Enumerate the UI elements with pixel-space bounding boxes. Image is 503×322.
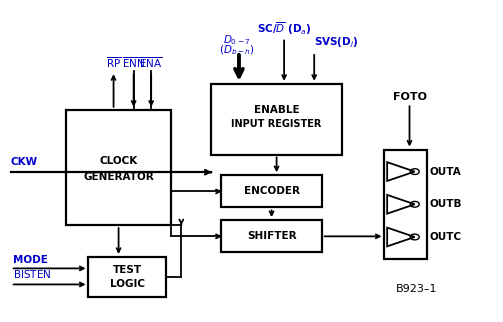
Text: OUTC: OUTC (430, 232, 462, 242)
Text: $D_{0-7}$: $D_{0-7}$ (223, 33, 250, 47)
Text: FOTO: FOTO (392, 92, 427, 102)
Text: INPUT REGISTER: INPUT REGISTER (231, 119, 322, 129)
FancyBboxPatch shape (211, 84, 342, 155)
Text: $(D_{b-h})$: $(D_{b-h})$ (219, 44, 254, 57)
Text: $\overline{\rm RP}$: $\overline{\rm RP}$ (106, 55, 121, 70)
Text: CKW: CKW (11, 157, 38, 167)
Text: $\overline{\rm ENA}$: $\overline{\rm ENA}$ (139, 55, 163, 70)
Text: GENERATOR: GENERATOR (83, 172, 154, 182)
Text: OUTA: OUTA (430, 166, 461, 176)
Text: SVS(D$_j$): SVS(D$_j$) (314, 36, 359, 50)
Text: ENABLE: ENABLE (254, 105, 299, 115)
Text: OUTB: OUTB (430, 199, 462, 209)
Text: B923–1: B923–1 (396, 284, 438, 294)
FancyBboxPatch shape (384, 150, 427, 259)
Text: LOGIC: LOGIC (110, 279, 145, 289)
Text: $\overline{\rm BISTEN}$: $\overline{\rm BISTEN}$ (13, 267, 53, 281)
Text: SHIFTER: SHIFTER (247, 231, 296, 242)
Text: CLOCK: CLOCK (100, 156, 138, 166)
FancyBboxPatch shape (66, 110, 171, 225)
FancyBboxPatch shape (221, 175, 322, 207)
Text: MODE: MODE (13, 255, 48, 265)
FancyBboxPatch shape (89, 257, 166, 297)
Text: SC/$\overline{D}$ (D$_a$): SC/$\overline{D}$ (D$_a$) (257, 20, 311, 37)
Text: TEST: TEST (113, 265, 142, 275)
Text: $\overline{\rm ENN}$: $\overline{\rm ENN}$ (122, 55, 146, 70)
Text: ENCODER: ENCODER (243, 186, 300, 196)
FancyBboxPatch shape (221, 220, 322, 252)
